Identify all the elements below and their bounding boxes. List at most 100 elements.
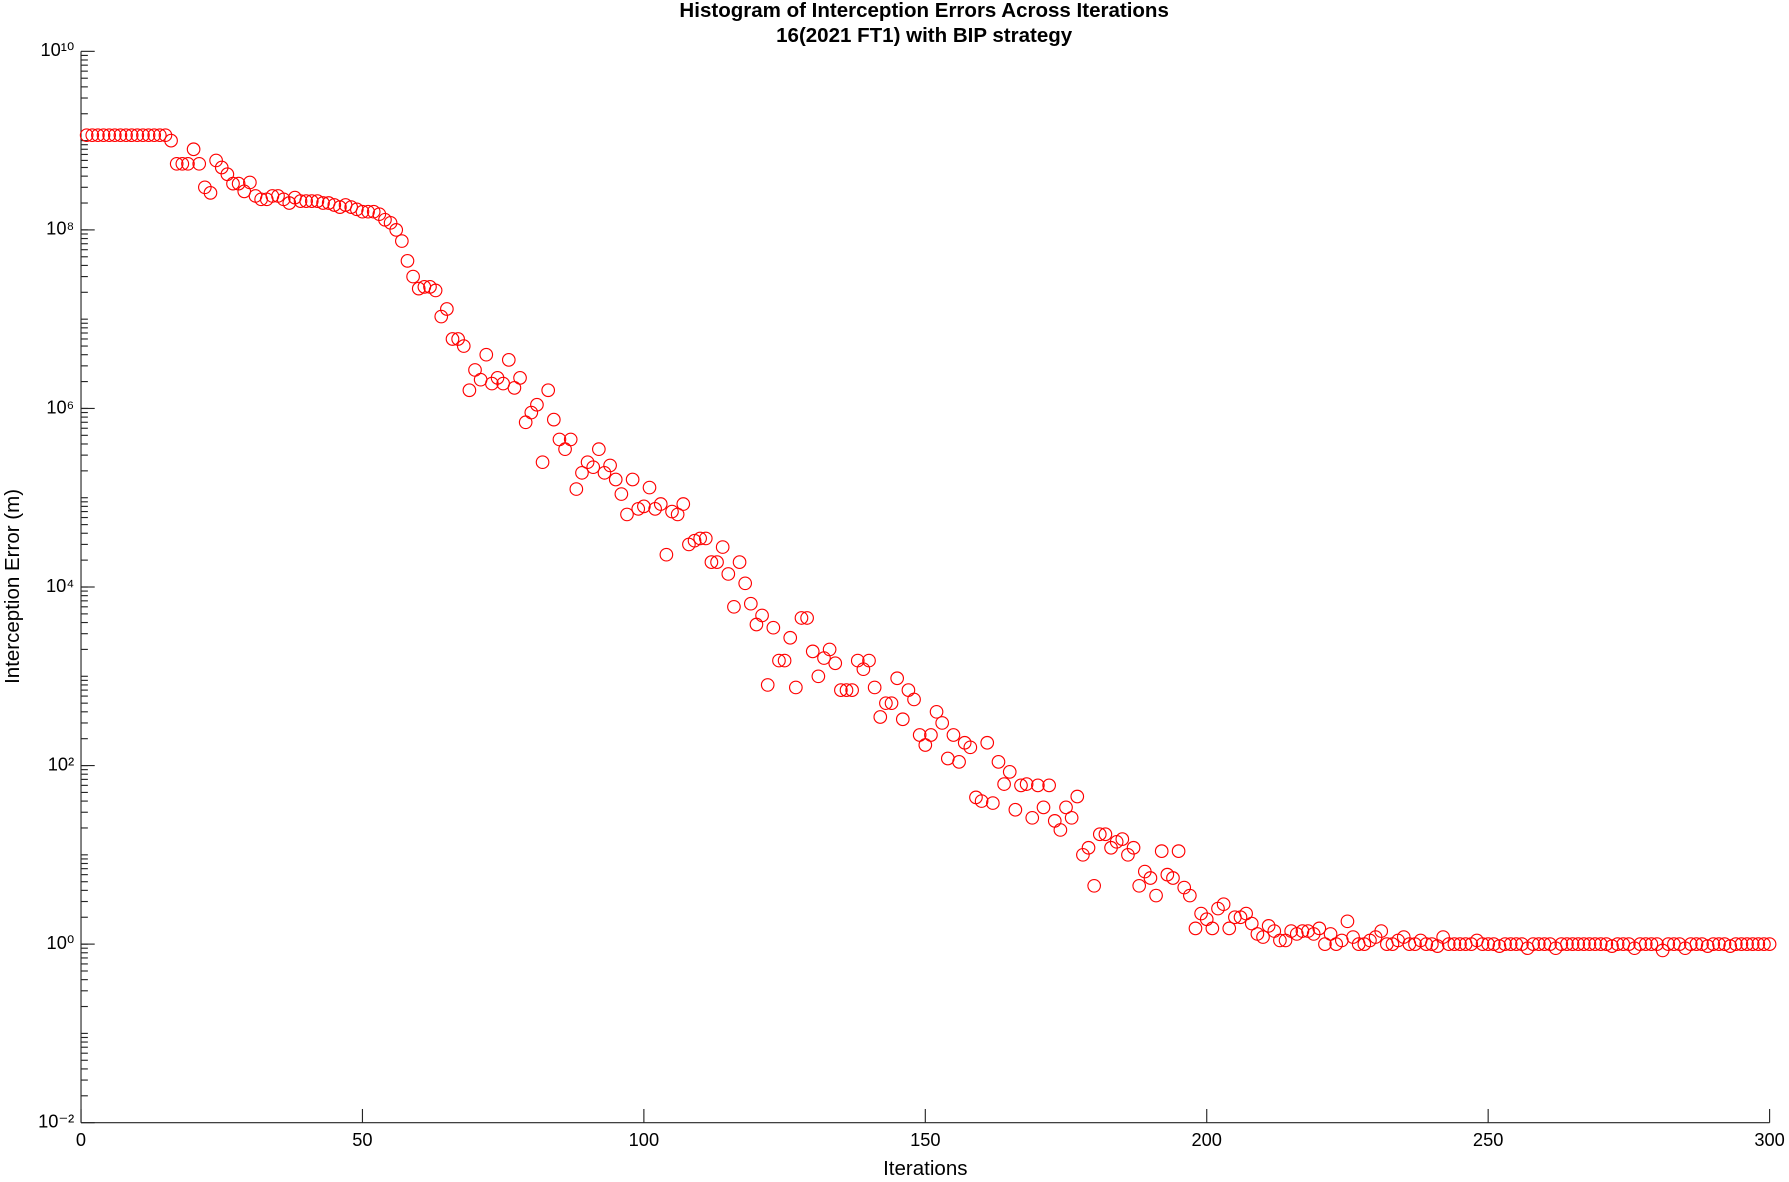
point <box>676 497 691 511</box>
point <box>1638 937 1653 951</box>
point <box>991 755 1006 769</box>
point <box>428 283 443 298</box>
point <box>1087 878 1102 893</box>
point <box>1166 871 1180 885</box>
point <box>558 442 572 457</box>
point <box>282 196 297 210</box>
point <box>890 671 905 686</box>
point <box>766 620 781 635</box>
point <box>670 507 685 522</box>
point <box>119 128 133 143</box>
point <box>1757 937 1771 951</box>
point <box>1244 916 1259 931</box>
point <box>1222 921 1237 936</box>
point <box>1014 778 1028 793</box>
point <box>1228 910 1242 925</box>
point <box>867 680 882 695</box>
point <box>738 576 753 591</box>
point <box>608 472 623 487</box>
point <box>1211 901 1225 916</box>
point <box>749 617 764 632</box>
point <box>839 683 854 697</box>
point <box>468 363 482 377</box>
point <box>462 383 477 398</box>
point <box>552 432 567 447</box>
point <box>310 194 325 208</box>
point <box>974 794 989 808</box>
point <box>96 128 111 143</box>
point <box>653 497 668 511</box>
point <box>924 728 938 742</box>
point <box>1132 878 1147 893</box>
point <box>1475 937 1490 951</box>
point <box>451 332 465 346</box>
point <box>997 777 1011 791</box>
point <box>721 567 736 581</box>
point <box>1700 939 1715 953</box>
point <box>873 710 888 724</box>
point <box>772 653 786 668</box>
point <box>1644 937 1659 951</box>
point <box>1188 921 1203 936</box>
point <box>1425 937 1439 951</box>
point <box>1453 937 1467 951</box>
point <box>1622 937 1636 951</box>
point <box>1396 930 1411 944</box>
point <box>805 644 820 659</box>
point <box>1706 937 1721 951</box>
point <box>614 487 629 501</box>
point <box>1695 937 1709 951</box>
x-tick-label: 50 <box>352 1129 372 1150</box>
point <box>980 735 995 750</box>
point <box>535 455 550 470</box>
point <box>879 696 893 711</box>
point <box>1064 810 1079 825</box>
point <box>1121 847 1135 862</box>
point <box>1560 937 1574 951</box>
point <box>817 651 831 665</box>
chart-title: Histogram of Interception Errors Across … <box>679 0 1168 22</box>
point <box>1318 937 1332 951</box>
point <box>1492 939 1507 953</box>
point <box>1447 937 1462 951</box>
point <box>1059 800 1073 815</box>
point <box>226 176 240 191</box>
point <box>687 533 702 548</box>
point <box>1689 937 1704 951</box>
y-tick-label: 10² <box>48 753 74 774</box>
point <box>1605 939 1619 953</box>
y-tick-label: 10¹⁰ <box>40 39 74 60</box>
point <box>1261 919 1276 933</box>
point <box>1633 937 1647 951</box>
point <box>1537 937 1552 951</box>
x-tick-label: 300 <box>1754 1129 1784 1150</box>
point <box>811 669 826 684</box>
point <box>957 735 972 750</box>
point <box>1171 844 1186 858</box>
point <box>575 465 589 480</box>
point <box>828 656 843 671</box>
point <box>710 555 724 569</box>
point <box>203 186 218 200</box>
x-tick-label: 100 <box>629 1129 659 1150</box>
point <box>1616 937 1631 951</box>
point <box>1076 847 1090 862</box>
point <box>901 683 916 697</box>
point <box>456 339 471 353</box>
point <box>586 460 601 475</box>
point <box>400 254 415 268</box>
point <box>243 175 257 190</box>
point <box>1205 921 1220 936</box>
point <box>1441 937 1456 951</box>
point <box>1548 941 1563 956</box>
point <box>530 397 544 412</box>
y-tick-label: 10⁴ <box>46 575 74 596</box>
point <box>1340 914 1355 929</box>
point <box>1481 937 1496 951</box>
point <box>1149 888 1163 903</box>
point <box>592 442 606 457</box>
point <box>372 207 387 222</box>
point <box>91 128 105 143</box>
point <box>136 128 150 143</box>
